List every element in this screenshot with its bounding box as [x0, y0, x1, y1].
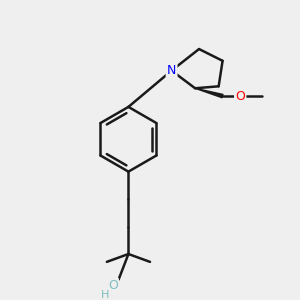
Text: O: O — [235, 90, 245, 103]
Text: N: N — [167, 64, 176, 77]
Text: O: O — [108, 279, 118, 292]
Text: H: H — [101, 290, 109, 300]
Polygon shape — [195, 88, 223, 98]
